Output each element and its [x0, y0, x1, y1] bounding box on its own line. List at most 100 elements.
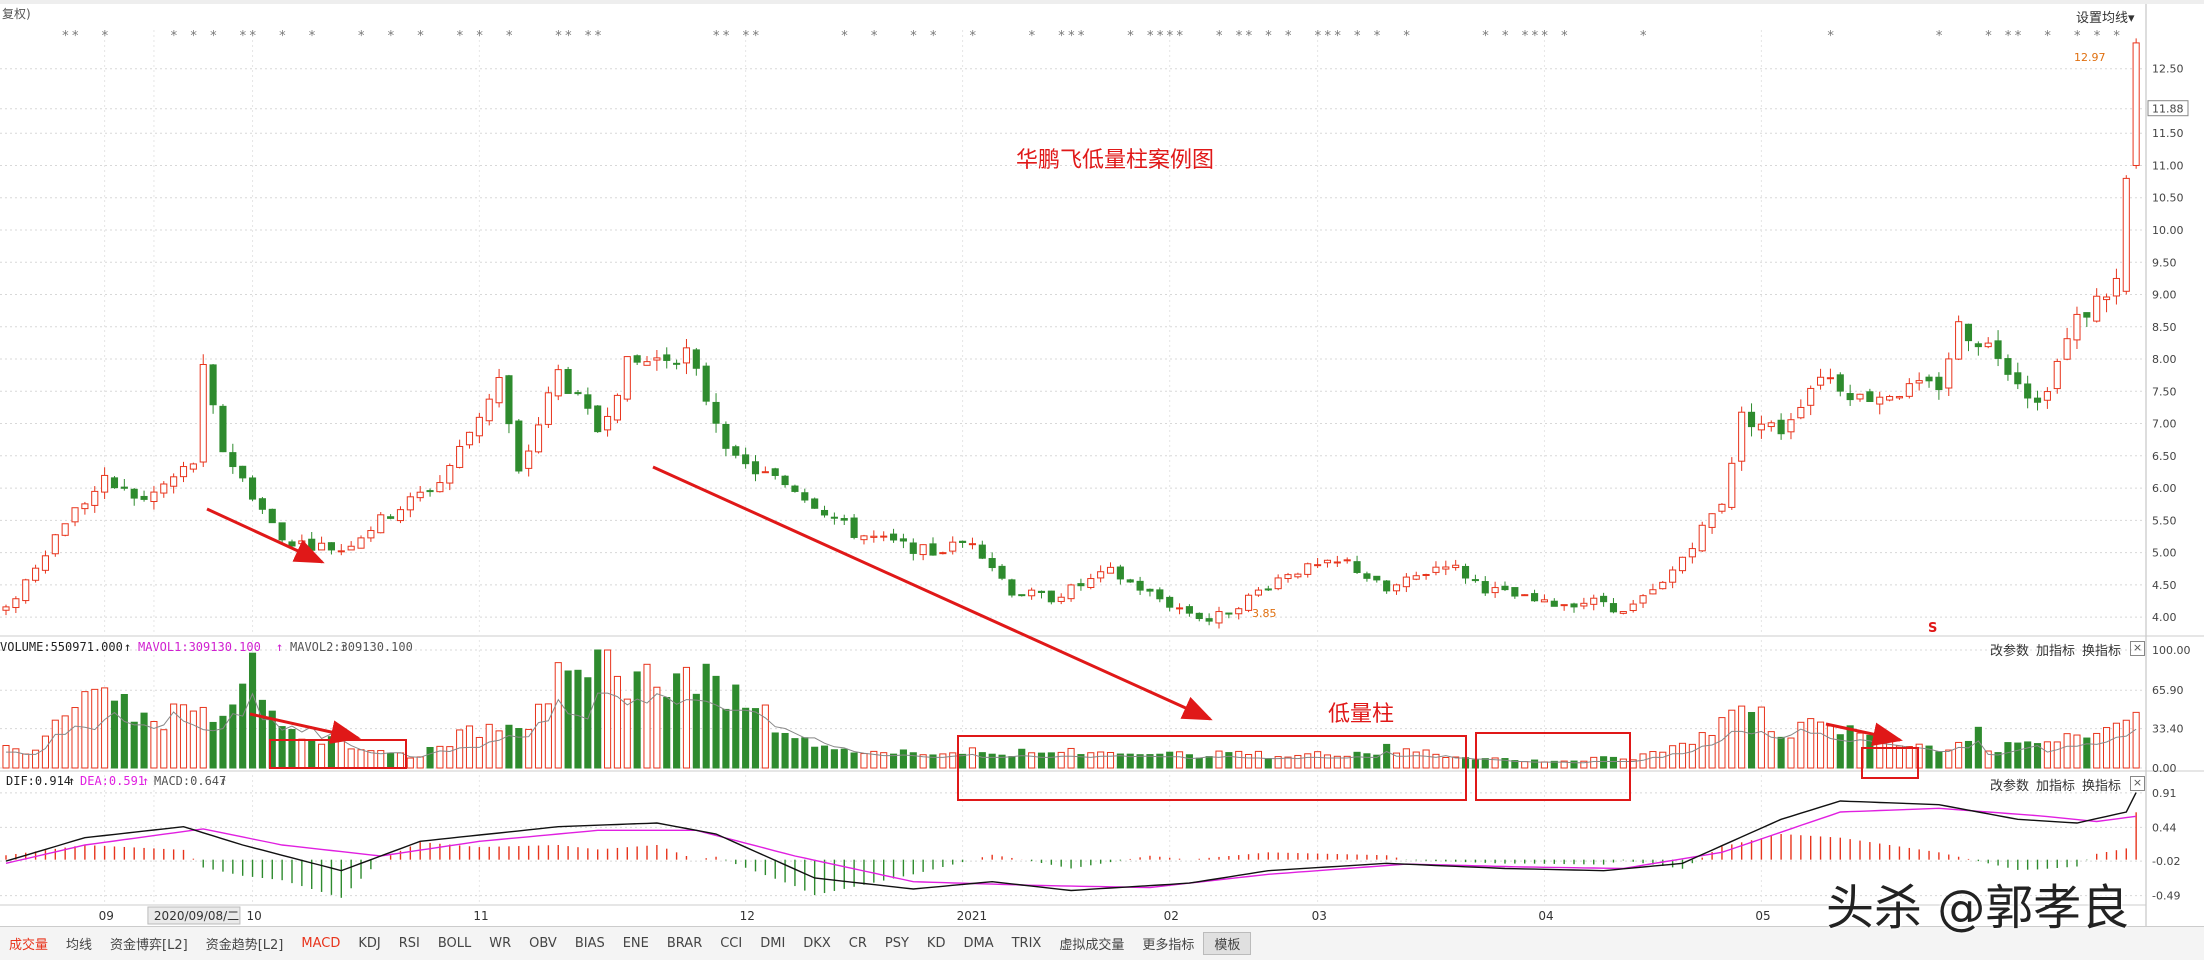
month-label-8: 04 — [1538, 909, 1553, 923]
month-label-3: 11 — [473, 909, 488, 923]
tab-17[interactable]: PSY — [884, 936, 909, 951]
candle-body-67 — [663, 354, 671, 361]
tab-0[interactable]: 成交量 — [9, 938, 49, 953]
volume-bar-83 — [820, 745, 829, 769]
candle-body-103 — [1018, 594, 1026, 597]
tab-11[interactable]: ENE — [622, 936, 649, 951]
volume-close-icon[interactable]: × — [2130, 641, 2145, 656]
candle-body-155 — [1531, 593, 1539, 602]
volume-bar-71 — [702, 663, 710, 769]
tab-20[interactable]: TRIX — [1011, 936, 1042, 951]
candle-body-82 — [811, 498, 819, 509]
macd-switch-indicator-button[interactable]: 换指标 — [2082, 779, 2122, 794]
event-marker-126: * — [1246, 29, 1253, 44]
volume-bar-167 — [1649, 751, 1657, 769]
volume-bar-60 — [594, 649, 602, 769]
tab-7[interactable]: BOLL — [437, 936, 472, 951]
candle-body-54 — [534, 424, 543, 453]
mavol1-label: MAVOL1:309130.100 — [138, 640, 261, 654]
volume-bar-130 — [1284, 756, 1292, 769]
tab-3[interactable]: 资金趋势[L2] — [205, 938, 284, 953]
candle-body-72 — [712, 401, 720, 424]
event-marker-42: * — [417, 29, 424, 44]
volume-bar-17 — [170, 703, 178, 769]
volume-bar-18 — [179, 704, 188, 769]
volume-bar-124 — [1225, 752, 1233, 769]
macd-add-indicator-button[interactable]: 加指标 — [2036, 779, 2076, 794]
event-marker-10: * — [102, 29, 109, 44]
volume-add-indicator-button[interactable]: 加指标 — [2036, 644, 2076, 659]
candle-body-20 — [199, 363, 207, 463]
volume-bar-154 — [1521, 761, 1529, 769]
tab-2[interactable]: 资金博弈[L2] — [110, 938, 188, 953]
volume-bar-122 — [1205, 756, 1213, 769]
tab-5[interactable]: KDJ — [358, 936, 381, 951]
candle-body-190 — [1876, 396, 1884, 405]
candle-body-63 — [623, 356, 631, 400]
volume-change-params-button[interactable]: 改参数 — [1990, 644, 2030, 659]
candle-body-169 — [1669, 569, 1677, 583]
volume-tick-3: 0.00 — [2152, 762, 2177, 775]
volume-bar-57 — [564, 670, 572, 769]
volume-bar-178 — [1757, 706, 1765, 769]
candle-body-51 — [505, 375, 513, 425]
tab-23[interactable]: 模板 — [1203, 932, 1252, 955]
event-marker-72: * — [713, 29, 720, 44]
price-tick-16: 4.50 — [2152, 579, 2177, 592]
candle-body-68 — [673, 362, 681, 365]
tab-14[interactable]: DMI — [760, 936, 786, 951]
tab-13[interactable]: CCI — [720, 936, 743, 951]
candle-body-196 — [1935, 376, 1943, 391]
volume-bar-113 — [1116, 753, 1124, 769]
tab-19[interactable]: DMA — [963, 936, 994, 951]
candle-body-66 — [653, 357, 661, 361]
candle-body-193 — [1905, 383, 1913, 397]
volume-bar-195 — [1925, 745, 1933, 769]
tab-1[interactable]: 均线 — [66, 938, 93, 953]
candle-body-56 — [554, 369, 562, 397]
volume-switch-indicator-button[interactable]: 换指标 — [2082, 644, 2122, 659]
volume-bar-200 — [1974, 726, 1982, 769]
event-marker-196: * — [1936, 29, 1943, 44]
tab-16[interactable]: CR — [848, 936, 867, 951]
volume-bar-147 — [1452, 756, 1460, 769]
volume-bar-216 — [2132, 711, 2140, 769]
tab-6[interactable]: RSI — [398, 936, 420, 951]
tab-9[interactable]: OBV — [529, 936, 557, 951]
candle-body-35 — [347, 545, 355, 551]
volume-bar-16 — [160, 729, 168, 769]
volume-bar-121 — [1195, 757, 1203, 769]
ma-settings-button[interactable]: 设置均线▾ — [2076, 7, 2135, 26]
tab-18[interactable]: KD — [926, 936, 946, 951]
candle-body-83 — [820, 509, 829, 516]
volume-bar-116 — [1146, 754, 1154, 769]
volume-bar-84 — [830, 749, 838, 769]
tab-21[interactable]: 虚拟成交量 — [1059, 938, 1125, 953]
tab-8[interactable]: WR — [489, 936, 512, 951]
tab-22[interactable]: 更多指标 — [1142, 938, 1195, 953]
volume-bar-19 — [189, 710, 197, 769]
candle-body-75 — [742, 454, 750, 465]
macd-change-params-button[interactable]: 改参数 — [1990, 779, 2030, 794]
volume-bar-164 — [1619, 758, 1627, 769]
volume-bar-108 — [1067, 747, 1075, 769]
tab-4[interactable]: MACD — [301, 936, 341, 951]
event-marker-119: * — [1177, 29, 1184, 44]
volume-bar-12 — [120, 694, 128, 769]
volume-bar-58 — [574, 669, 582, 769]
tab-10[interactable]: BIAS — [574, 936, 605, 951]
tab-12[interactable]: BRAR — [666, 936, 703, 951]
event-marker-156: * — [1541, 29, 1548, 44]
candle-body-159 — [1570, 603, 1578, 608]
volume-bar-14 — [140, 712, 148, 769]
dif-label: DIF:0.914 — [6, 774, 72, 788]
chart-canvas[interactable]: 12.50 11.88 11.50 11.00 10.50 10.00 9.50 9.00 8.… — [0, 0, 2204, 926]
volume-bar-173 — [1708, 734, 1716, 769]
candle-body-183 — [1807, 387, 1815, 406]
candle-body-129 — [1274, 577, 1282, 590]
volume-bar-141 — [1392, 752, 1401, 769]
volume-bar-185 — [1826, 725, 1834, 769]
annotation-arrow-2 — [652, 465, 1213, 721]
macd-close-icon[interactable]: × — [2130, 776, 2145, 791]
tab-15[interactable]: DKX — [803, 936, 831, 951]
